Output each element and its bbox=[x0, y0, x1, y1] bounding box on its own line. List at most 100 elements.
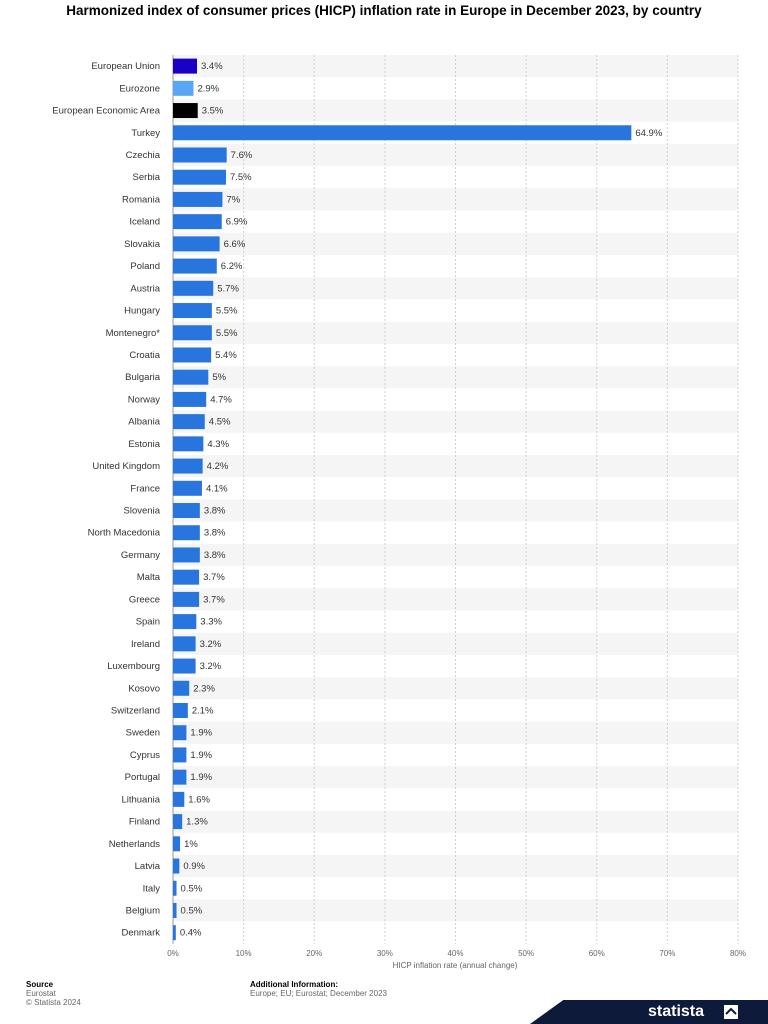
value-label: 3.8% bbox=[204, 528, 226, 539]
value-label: 4.7% bbox=[210, 394, 232, 405]
bar[interactable] bbox=[173, 214, 222, 230]
bar[interactable] bbox=[173, 191, 223, 207]
bar[interactable] bbox=[173, 458, 203, 474]
bar[interactable] bbox=[173, 725, 187, 741]
value-label: 3.7% bbox=[203, 572, 225, 583]
bar[interactable] bbox=[173, 636, 196, 652]
row-band bbox=[173, 410, 738, 433]
bar[interactable] bbox=[173, 858, 180, 874]
bar[interactable] bbox=[173, 791, 185, 807]
category-label: Latvia bbox=[135, 861, 161, 872]
value-label: 1.9% bbox=[190, 750, 212, 761]
category-label: European Union bbox=[91, 61, 160, 72]
bar[interactable] bbox=[173, 902, 177, 918]
info-header: Additional Information: bbox=[250, 980, 338, 989]
bar[interactable] bbox=[173, 436, 204, 452]
category-label: Slovenia bbox=[124, 506, 161, 517]
bar[interactable] bbox=[173, 591, 200, 607]
category-label: Italy bbox=[143, 883, 161, 894]
info-text: Europe; EU; Eurostat; December 2023 bbox=[250, 989, 387, 998]
x-axis-label: HICP inflation rate (annual change) bbox=[393, 961, 518, 970]
bar[interactable] bbox=[173, 414, 205, 430]
category-label: Albania bbox=[128, 417, 160, 428]
bar[interactable] bbox=[173, 258, 217, 274]
x-tick-label: 50% bbox=[518, 949, 534, 958]
bar[interactable] bbox=[173, 236, 220, 252]
bar[interactable] bbox=[173, 702, 188, 718]
bars bbox=[173, 58, 632, 941]
value-labels: 3.4% 2.9% 3.5% 64.9% 7.6% 7.5% 7% 6.9% 6.6% 6.2% 5… bbox=[180, 61, 663, 939]
value-label: 2.9% bbox=[197, 83, 219, 94]
bar[interactable] bbox=[173, 680, 190, 696]
bar[interactable] bbox=[173, 303, 212, 319]
category-label: Switzerland bbox=[111, 705, 160, 716]
bar[interactable] bbox=[173, 147, 227, 163]
category-label: Cyprus bbox=[130, 750, 160, 761]
bar[interactable] bbox=[173, 658, 196, 674]
value-label: 0.4% bbox=[180, 928, 202, 939]
category-label: Germany bbox=[121, 550, 160, 561]
bar[interactable] bbox=[173, 58, 198, 74]
bar[interactable] bbox=[173, 169, 226, 185]
bar[interactable] bbox=[173, 103, 198, 119]
source-header: Source bbox=[26, 980, 54, 989]
bar[interactable] bbox=[173, 547, 200, 563]
category-label: Bulgaria bbox=[125, 372, 161, 383]
value-label: 5% bbox=[212, 372, 226, 383]
category-label: Portugal bbox=[125, 772, 160, 783]
row-band bbox=[173, 810, 738, 833]
value-label: 3.3% bbox=[200, 617, 222, 628]
category-label: Luxembourg bbox=[107, 661, 160, 672]
bar[interactable] bbox=[173, 614, 197, 630]
category-label: Iceland bbox=[129, 217, 160, 228]
category-label: Finland bbox=[129, 817, 160, 828]
bar[interactable] bbox=[173, 325, 212, 341]
x-tick-label: 10% bbox=[236, 949, 252, 958]
bar[interactable] bbox=[173, 525, 200, 541]
bar[interactable] bbox=[173, 880, 177, 896]
value-label: 7.6% bbox=[231, 150, 253, 161]
bar[interactable] bbox=[173, 347, 212, 363]
category-label: France bbox=[130, 483, 160, 494]
category-label: Czechia bbox=[126, 150, 161, 161]
x-tick-label: 20% bbox=[306, 949, 322, 958]
bar[interactable] bbox=[173, 125, 632, 141]
bar[interactable] bbox=[173, 814, 183, 830]
category-label: Spain bbox=[136, 617, 160, 628]
bar[interactable] bbox=[173, 391, 207, 407]
value-label: 2.3% bbox=[193, 683, 215, 694]
x-tick-label: 40% bbox=[447, 949, 463, 958]
value-label: 5.5% bbox=[216, 306, 238, 317]
bar[interactable] bbox=[173, 280, 214, 296]
value-label: 1.9% bbox=[190, 728, 212, 739]
bar[interactable] bbox=[173, 925, 176, 941]
category-label: Turkey bbox=[131, 128, 160, 139]
value-label: 7.5% bbox=[230, 172, 252, 183]
value-label: 3.2% bbox=[200, 661, 222, 672]
category-label: United Kingdom bbox=[92, 461, 160, 472]
value-label: 3.7% bbox=[203, 594, 225, 605]
bar[interactable] bbox=[173, 769, 187, 785]
category-label: Malta bbox=[137, 572, 161, 583]
bar[interactable] bbox=[173, 747, 187, 763]
x-tick-label: 70% bbox=[659, 949, 675, 958]
source-name[interactable]: Eurostat bbox=[26, 989, 56, 998]
bar[interactable] bbox=[173, 480, 202, 496]
bar[interactable] bbox=[173, 369, 209, 385]
chart-title: Harmonized index of consumer prices (HIC… bbox=[66, 3, 702, 18]
row-band bbox=[173, 854, 738, 878]
category-label: Lithuania bbox=[121, 794, 160, 805]
category-label: Slovakia bbox=[124, 239, 161, 250]
value-label: 4.3% bbox=[207, 439, 229, 450]
value-label: 1% bbox=[184, 839, 198, 850]
brand-logo[interactable]: statista bbox=[648, 1003, 705, 1020]
bar[interactable] bbox=[173, 836, 181, 852]
bar[interactable] bbox=[173, 503, 200, 519]
category-label: Norway bbox=[128, 394, 160, 405]
category-label: Austria bbox=[130, 283, 160, 294]
bar[interactable] bbox=[173, 569, 200, 585]
category-label: European Economic Area bbox=[52, 106, 160, 117]
bar[interactable] bbox=[173, 80, 194, 96]
row-band bbox=[173, 99, 738, 122]
footer-additional-info: Additional Information: Europe; EU; Euro… bbox=[250, 980, 387, 998]
